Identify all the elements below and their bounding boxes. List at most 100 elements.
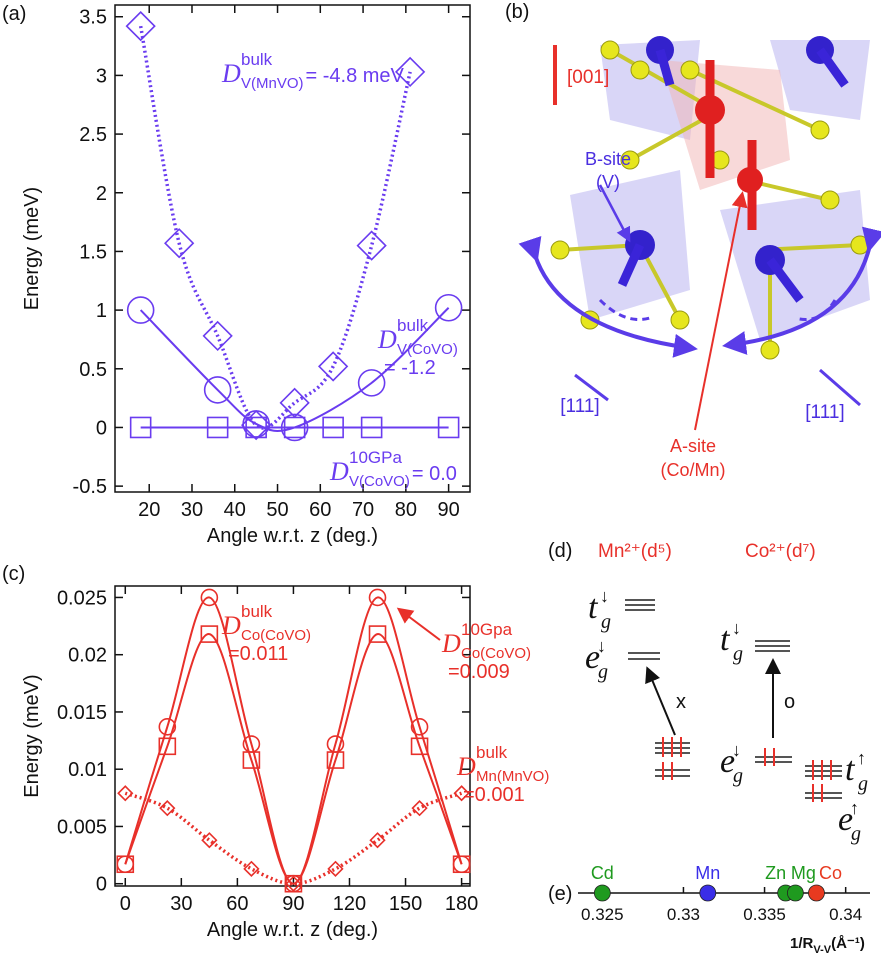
anno-symbol: D [377, 325, 397, 354]
axis-label: [001] [567, 67, 609, 88]
anno-sub: V(CoVO) [397, 341, 458, 358]
dot [787, 885, 803, 901]
panel-label: (b) [505, 1, 529, 23]
y-tick-label: 1.5 [79, 241, 107, 263]
anno-value: = 0.0 [412, 463, 457, 485]
orbital-symbol: t [588, 589, 599, 626]
orbital-sub: g [851, 823, 861, 845]
dot-label: Co [819, 863, 842, 883]
anno-symbol: D [221, 59, 241, 88]
y-tick-label: 0.01 [68, 759, 107, 781]
fit-line [125, 793, 461, 883]
anno-value: =0.009 [448, 661, 510, 683]
transition-mark: o [784, 691, 795, 713]
x-tick-label: 0.33 [667, 905, 700, 924]
orbital-sub: g [733, 765, 743, 787]
pointer [820, 370, 860, 405]
y-tick-label: -0.5 [73, 476, 107, 498]
panel-label: (e) [548, 883, 572, 905]
anno-sup: bulk [241, 602, 273, 621]
anno-sub: V(CoVO) [349, 473, 410, 490]
y-tick-label: 1 [96, 300, 107, 322]
orbital-sub: g [601, 611, 611, 633]
dot-label: Cd [591, 863, 614, 883]
orbital-sup: ↓ [600, 586, 609, 606]
x-tick-label: 120 [333, 893, 366, 915]
transition-arrow [648, 670, 675, 735]
dot-label: Mn [695, 863, 720, 883]
dot [594, 885, 610, 901]
y-tick-label: 3.5 [79, 7, 107, 29]
y-tick-label: 2.5 [79, 124, 107, 146]
figure: (b) [001] B-site (V) [111] [111] A-site … [0, 0, 881, 965]
marker-diamond [281, 389, 309, 417]
direction-label: [111] [805, 402, 844, 423]
anno-value: =0.001 [463, 784, 525, 806]
y-tick-label: 0.025 [57, 587, 107, 609]
marker-circle [117, 856, 133, 872]
direction-label: [111] [560, 396, 599, 417]
panel-label: (a) [2, 3, 26, 25]
anno-symbol: D [221, 611, 241, 640]
y-tick-label: 0 [96, 417, 107, 439]
x-tick-label: 60 [309, 499, 331, 521]
orbital-symbol: t [720, 621, 731, 658]
orbital-sup: ↑ [850, 798, 859, 818]
anno-sup: 10Gpa [461, 620, 513, 639]
x-tick-label: 0.34 [829, 905, 862, 924]
dot [700, 885, 716, 901]
x-tick-label: 30 [181, 499, 203, 521]
y-tick-label: 0.02 [68, 645, 107, 667]
anno-arrow [400, 610, 440, 640]
anno-symbol: D [456, 752, 476, 781]
x-axis-label-sub: V-V [813, 944, 831, 956]
anno-value: =0.011 [228, 643, 288, 665]
y-tick-label: 0 [96, 874, 107, 896]
x-tick-label: 70 [352, 499, 374, 521]
y-tick-label: 0.005 [57, 816, 107, 838]
ion-label: Mn²⁺(d⁵) [598, 541, 672, 562]
x-tick-label: 30 [170, 893, 192, 915]
x-axis-label: 1/R [790, 935, 814, 952]
marker-diamond [127, 12, 155, 40]
anno-sub: Co(CoVO) [241, 627, 311, 644]
dot [808, 885, 824, 901]
b-site-element: (V) [596, 172, 620, 192]
x-tick-label: 90 [282, 893, 304, 915]
y-tick-label: 2 [96, 183, 107, 205]
marker-diamond [244, 862, 258, 876]
pointer [695, 195, 742, 430]
x-tick-label: 0.325 [581, 905, 624, 924]
x-tick-label: 80 [395, 499, 417, 521]
x-axis-label: Angle w.r.t. z (deg.) [207, 525, 378, 547]
dot-label: Mg [791, 863, 816, 883]
y-axis-label: Energy (meV) [21, 674, 43, 797]
anno-symbol: D [441, 629, 461, 658]
anno-symbol: D [329, 457, 349, 486]
anno-sup: 10GPa [349, 448, 402, 467]
orbital-sub: g [858, 773, 868, 795]
orbital-symbol: t [845, 751, 856, 788]
x-tick-label: 20 [138, 499, 160, 521]
fit-line [125, 634, 461, 884]
transition-mark: x [676, 691, 686, 713]
anno-sup: bulk [476, 743, 508, 762]
y-axis-label: Energy (meV) [21, 187, 43, 310]
y-tick-label: 0.5 [79, 359, 107, 381]
orbital-sub: g [733, 643, 743, 665]
x-tick-label: 60 [226, 893, 248, 915]
anno-sub: V(MnVO) [241, 75, 304, 92]
marker-diamond [358, 232, 386, 260]
anno-sup: bulk [397, 316, 429, 335]
anno-value: = -1.2 [384, 357, 436, 379]
marker-diamond [328, 862, 342, 876]
a-site-label: A-site [670, 436, 716, 456]
b-site-label: B-site [585, 149, 631, 169]
x-tick-label: 50 [266, 499, 288, 521]
ion-label: Co²⁺(d⁷) [745, 541, 816, 562]
orbital-sup: ↓ [732, 740, 741, 760]
panel-label: (d) [548, 540, 572, 562]
x-axis-label-unit: (Å⁻¹) [831, 935, 865, 952]
x-tick-label: 40 [224, 499, 246, 521]
x-tick-label: 0.335 [743, 905, 786, 924]
